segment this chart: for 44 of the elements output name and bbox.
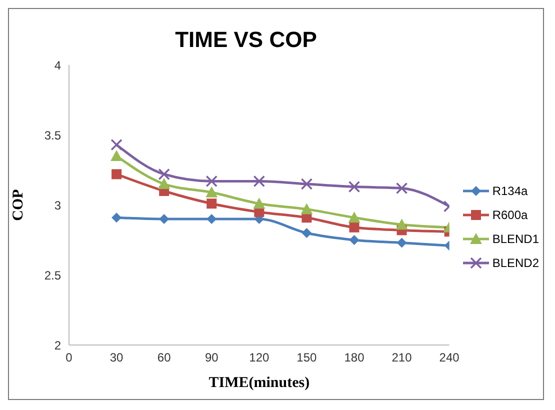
x-tick-label: 150 <box>296 350 318 365</box>
point <box>110 150 123 161</box>
point <box>206 186 218 198</box>
legend-label: R134a <box>492 184 528 198</box>
point <box>348 180 360 193</box>
point <box>300 178 313 190</box>
point <box>158 168 170 180</box>
point <box>253 198 266 209</box>
y-tick-label: 2 <box>54 338 62 352</box>
point <box>110 138 122 151</box>
point <box>112 169 122 180</box>
point <box>396 182 408 194</box>
legend-label: BLEND1 <box>492 232 539 246</box>
x-tick-label: 60 <box>157 350 172 365</box>
x-tick-label: 210 <box>392 350 412 365</box>
x-tick-label: 240 <box>439 350 460 365</box>
point <box>253 175 266 188</box>
point <box>300 203 313 214</box>
y-tick-label: 4 <box>54 58 62 72</box>
point <box>112 212 122 223</box>
point <box>349 235 360 245</box>
point <box>396 238 407 248</box>
point <box>396 218 408 230</box>
x-tick-label: 90 <box>204 350 219 365</box>
x-tick-label: 0 <box>66 350 73 365</box>
point <box>159 214 170 224</box>
chart-title: TIME VS COP <box>174 26 318 54</box>
point <box>302 228 312 238</box>
point <box>206 214 217 224</box>
point <box>349 222 360 232</box>
x-tick-label: 180 <box>344 350 365 365</box>
point <box>158 178 170 189</box>
y-axis-title: COP <box>10 189 26 221</box>
y-tick-label: 3 <box>54 198 62 212</box>
y-tick-label: 2.5 <box>44 268 62 282</box>
x-tick-label: 120 <box>249 350 270 365</box>
point <box>206 175 218 188</box>
legend-label: BLEND2 <box>492 256 539 270</box>
point <box>348 212 360 223</box>
legend-label: R600a <box>492 208 528 222</box>
y-tick-label: 3.5 <box>44 128 62 142</box>
x-tick-label: 30 <box>110 350 124 365</box>
point <box>206 198 217 209</box>
x-axis-title: TIME(minutes) <box>208 375 310 391</box>
